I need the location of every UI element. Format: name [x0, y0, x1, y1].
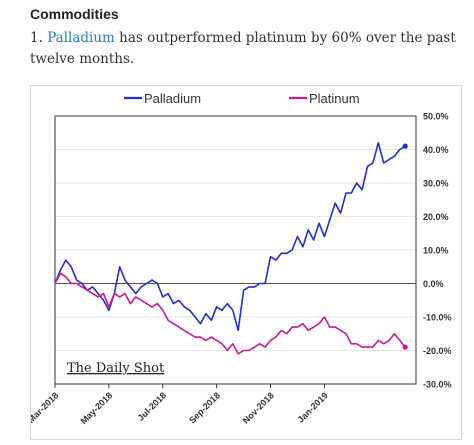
x-tick-label: Nov-2018 — [241, 390, 276, 425]
chart-frame: 50.0% 40.0% 30.0% 20.0% 10.0% 0.0% -10.0% -20.0… — [30, 85, 462, 440]
y-tick-label: 20.0% — [423, 212, 449, 222]
y-tick-label: 30.0% — [423, 179, 449, 189]
y-tick-label: 10.0% — [423, 246, 449, 256]
section-title: Commodities — [30, 6, 119, 22]
x-tick-label: May-2018 — [79, 390, 115, 426]
commodity-chart: 50.0% 40.0% 30.0% 20.0% 10.0% 0.0% -10.0% -20.0… — [31, 91, 452, 426]
y-tick-label: 0.0% — [423, 279, 444, 289]
chart-caption: 1. Palladium has outperformed platinum b… — [30, 28, 460, 70]
series-end-marker — [402, 143, 408, 149]
series-end-marker — [402, 344, 408, 350]
x-tick-label: Sep-2018 — [187, 390, 222, 425]
legend-label: Palladium — [144, 91, 201, 106]
y-tick-label: 40.0% — [423, 145, 449, 155]
series-line-platinum — [54, 272, 406, 355]
y-tick-label: -20.0% — [423, 346, 452, 356]
caption-number: 1. — [30, 30, 43, 46]
legend-label: Platinum — [309, 91, 360, 106]
plot-border — [54, 115, 417, 385]
y-tick-label: -30.0% — [423, 380, 452, 390]
x-tick-label: Jul-2018 — [136, 390, 169, 423]
caption-text: has outperformed platinum by 60% over th… — [30, 30, 456, 67]
x-tick-label: Mar-2018 — [31, 390, 60, 425]
x-tick-label: Jan-2019 — [296, 390, 330, 424]
palladium-link[interactable]: Palladium — [47, 30, 115, 46]
y-tick-label: -10.0% — [423, 313, 452, 323]
y-tick-label: 50.0% — [423, 112, 449, 122]
watermark: The Daily Shot — [67, 361, 165, 376]
